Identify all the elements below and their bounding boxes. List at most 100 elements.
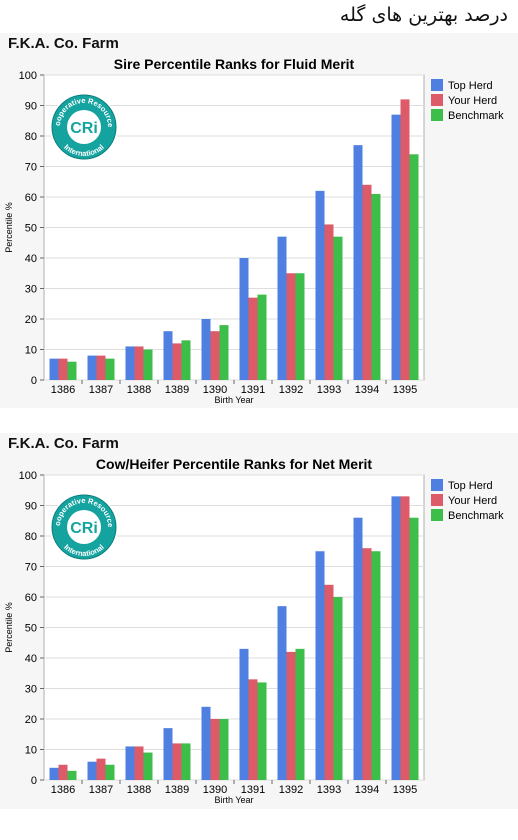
chart-panel-2: F.K.A. Co. Farm Cow/Heifer Percentile Ra… — [0, 433, 518, 809]
bar-your-herd — [362, 184, 372, 380]
y-tick-label: 100 — [19, 70, 37, 82]
bar-your-herd — [248, 297, 258, 380]
x-tick-label: 1394 — [355, 784, 379, 796]
bar-benchmark — [409, 517, 419, 780]
bar-benchmark — [143, 752, 153, 780]
y-tick-label: 80 — [25, 531, 37, 543]
bar-top-herd — [49, 767, 59, 780]
farm-title: F.K.A. Co. Farm — [8, 35, 119, 52]
y-tick-label: 30 — [25, 284, 37, 296]
x-tick-label: 1388 — [127, 784, 151, 796]
legend-entry: Top Herd — [448, 80, 493, 92]
legend-entry: Your Herd — [448, 495, 497, 507]
bar-your-herd — [324, 584, 334, 780]
bar-top-herd — [315, 190, 325, 380]
bar-benchmark — [67, 361, 77, 380]
logo-center-text: CRi — [70, 520, 98, 537]
bar-benchmark — [409, 154, 419, 380]
logo-center-text: CRi — [70, 120, 98, 137]
legend-entry: Benchmark — [448, 110, 504, 122]
x-tick-label: 1386 — [51, 384, 75, 396]
bar-benchmark — [181, 340, 191, 380]
cow-heifer-chart: Cow/Heifer Percentile Ranks for Net Meri… — [0, 455, 504, 805]
x-tick-label: 1389 — [165, 384, 189, 396]
bar-benchmark — [371, 551, 381, 780]
y-tick-label: 100 — [19, 470, 37, 482]
bar-your-herd — [58, 358, 68, 380]
sire-chart: Sire Percentile Ranks for Fluid Merit 0 10… — [0, 55, 504, 405]
bar-your-herd — [400, 496, 410, 780]
y-tick-label: 90 — [25, 501, 37, 513]
logo-edge — [51, 494, 117, 560]
legend-swatch — [431, 109, 443, 121]
y-tick-label: 50 — [25, 623, 37, 635]
farm-title: F.K.A. Co. Farm — [8, 435, 119, 452]
bar-top-herd — [163, 331, 173, 380]
y-axis-label: Percentile % — [4, 602, 14, 653]
x-tick-label: 1393 — [317, 784, 341, 796]
bar-your-herd — [96, 758, 106, 780]
legend-swatch — [431, 79, 443, 91]
bar-your-herd — [134, 746, 144, 780]
legend-entry: Top Herd — [448, 480, 493, 492]
bar-benchmark — [295, 273, 305, 380]
bar-benchmark — [333, 236, 343, 380]
bar-benchmark — [67, 770, 77, 780]
logo-edge — [51, 94, 117, 160]
y-tick-label: 90 — [25, 101, 37, 113]
bar-your-herd — [172, 743, 182, 780]
chart-panel-1: F.K.A. Co. Farm Sire Percentile Ranks fo… — [0, 33, 518, 408]
bar-your-herd — [96, 355, 106, 380]
chart-title: Sire Percentile Ranks for Fluid Merit — [114, 56, 355, 72]
y-tick-label: 10 — [25, 345, 37, 357]
legend-entry: Your Herd — [448, 95, 497, 107]
x-axis-label: Birth Year — [214, 795, 253, 805]
bar-top-herd — [353, 145, 363, 380]
bar-your-herd — [286, 273, 296, 380]
y-tick-label: 10 — [25, 745, 37, 757]
bar-benchmark — [105, 764, 115, 780]
legend-swatch — [431, 479, 443, 491]
y-tick-label: 50 — [25, 223, 37, 235]
y-tick-label: 40 — [25, 653, 37, 665]
bar-your-herd — [134, 346, 144, 380]
bar-your-herd — [210, 331, 220, 380]
legend-entry: Benchmark — [448, 510, 504, 522]
y-tick-label: 30 — [25, 684, 37, 696]
bar-your-herd — [172, 343, 182, 380]
x-tick-label: 1391 — [241, 384, 265, 396]
y-tick-label: 70 — [25, 162, 37, 174]
bar-top-herd — [239, 648, 249, 780]
bar-top-herd — [391, 114, 401, 381]
logo-bottom-text: International — [62, 142, 105, 158]
bar-benchmark — [181, 743, 191, 780]
x-tick-label: 1392 — [279, 384, 303, 396]
y-tick-label: 80 — [25, 131, 37, 143]
logo-inner-disc — [67, 110, 101, 144]
x-tick-label: 1390 — [203, 784, 227, 796]
bar-benchmark — [257, 682, 267, 780]
bar-top-herd — [277, 606, 287, 780]
bar-your-herd — [362, 548, 372, 780]
bar-benchmark — [371, 193, 381, 380]
bar-your-herd — [248, 679, 258, 780]
x-tick-label: 1395 — [393, 384, 417, 396]
legend-swatch — [431, 94, 443, 106]
bar-benchmark — [295, 648, 305, 780]
x-tick-label: 1395 — [393, 784, 417, 796]
bar-top-herd — [87, 761, 97, 780]
bar-benchmark — [219, 719, 229, 780]
x-tick-label: 1390 — [203, 384, 227, 396]
x-tick-label: 1393 — [317, 384, 341, 396]
x-tick-label: 1391 — [241, 784, 265, 796]
bar-your-herd — [210, 719, 220, 780]
x-tick-label: 1387 — [89, 384, 113, 396]
logo-inner-disc — [67, 510, 101, 544]
page-header: درصد بهترین های گله — [339, 4, 508, 26]
y-tick-label: 20 — [25, 714, 37, 726]
legend-swatch — [431, 509, 443, 521]
legend-swatch — [431, 494, 443, 506]
bar-top-herd — [391, 496, 401, 780]
y-axis-label: Percentile % — [4, 202, 14, 253]
bar-top-herd — [353, 517, 363, 780]
